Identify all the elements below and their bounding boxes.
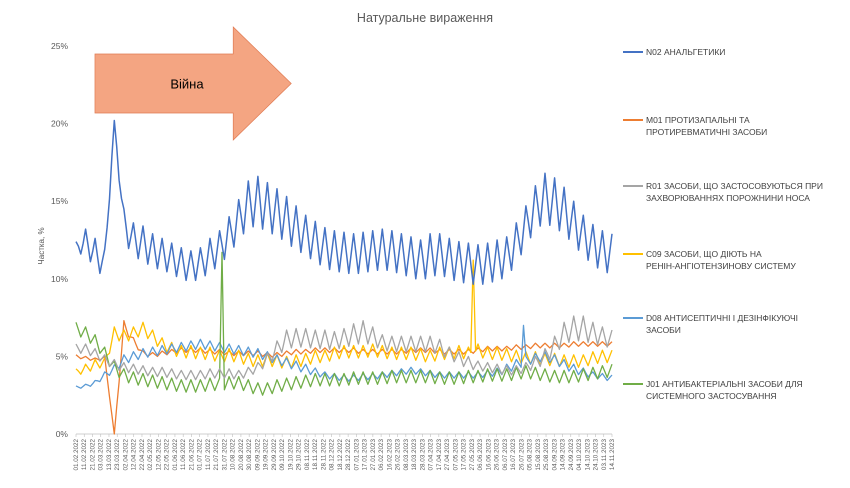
x-tick-label: 11.07.2022 [205, 439, 212, 471]
legend-label: ЗАСОБИ [646, 325, 681, 335]
x-tick-label: 12.04.2022 [131, 439, 138, 471]
x-tick-label: 18.03.2023 [411, 439, 418, 471]
x-tick-label: 30.08.2022 [246, 439, 253, 471]
series-line [75, 259, 613, 375]
x-tick-label: 27.01.2023 [370, 439, 377, 471]
legend-label: ПРОТИРЕВМАТИЧНІ ЗАСОБИ [646, 127, 767, 137]
series-lines [75, 119, 613, 435]
x-tick-label: 17.04.2023 [436, 439, 443, 471]
x-tick-label: 08.12.2022 [329, 439, 336, 471]
x-tick-label: 08.03.2023 [403, 439, 410, 471]
x-tick-label: 17.05.2023 [461, 439, 468, 471]
x-tick-label: 05.08.2023 [527, 439, 534, 471]
x-tick-label: 18.12.2022 [337, 439, 344, 471]
x-tick-label: 26.07.2023 [518, 439, 525, 471]
x-tick-label: 21.07.2022 [213, 439, 220, 471]
x-tick-label: 17.01.2023 [362, 439, 369, 471]
x-tick-label: 14.11.2023 [609, 439, 616, 471]
x-tick-label: 13.03.2022 [106, 439, 113, 471]
x-tick-label: 08.11.2022 [304, 439, 311, 471]
x-tick-label: 21.02.2022 [89, 439, 96, 471]
x-tick-label: 28.03.2023 [419, 439, 426, 471]
x-tick-label: 27.05.2023 [469, 439, 476, 471]
legend-label: C09 ЗАСОБИ, ЩО ДІЮТЬ НА [646, 249, 762, 259]
series-line [75, 251, 613, 396]
arrow-shape [94, 26, 292, 141]
x-tick-label: 14.10.2023 [584, 439, 591, 471]
x-tick-label: 20.08.2022 [238, 439, 245, 471]
x-tick-label: 19.09.2022 [263, 439, 270, 471]
x-tick-label: 01.06.2022 [172, 439, 179, 471]
y-axis-label: Частка, % [37, 227, 46, 264]
x-tick-label: 26.02.2023 [395, 439, 402, 471]
arrow-label: Війна [170, 77, 204, 92]
x-tick-label: 28.11.2022 [320, 439, 327, 471]
x-tick-label: 06.02.2023 [378, 439, 385, 471]
x-tick-label: 28.12.2022 [345, 439, 352, 471]
series-line [75, 315, 613, 381]
y-tick-label: 15% [51, 196, 68, 206]
x-tick-label: 11.02.2022 [81, 439, 88, 471]
series-line [75, 119, 613, 285]
y-tick-label: 5% [56, 351, 69, 361]
y-tick-label: 25% [51, 41, 68, 51]
x-tick-label: 06.07.2023 [502, 439, 509, 471]
x-tick-label: 06.06.2023 [477, 439, 484, 471]
x-tick-label: 04.09.2023 [551, 439, 558, 471]
x-tick-label: 03.03.2022 [98, 439, 105, 471]
legend-label: M01 ПРОТИЗАПАЛЬНІ ТА [646, 115, 750, 125]
legend-label: РЕНІН-АНГІОТЕНЗИНОВУ СИСТЕМУ [646, 261, 796, 271]
x-tick-label: 23.03.2022 [114, 439, 121, 471]
legend: N02 АНАЛЬГЕТИКИ M01 ПРОТИЗАПАЛЬНІ ТА ПРОТИ… [623, 47, 823, 401]
x-tick-label: 24.09.2023 [568, 439, 575, 471]
legend-label: R01 ЗАСОБИ, ЩО ЗАСТОСОВУЮТЬСЯ ПРИ [646, 181, 823, 191]
y-tick-label: 10% [51, 274, 68, 284]
y-tick-label: 20% [51, 119, 68, 129]
x-tick-label: 01.02.2022 [73, 439, 80, 471]
x-tick-label: 26.06.2023 [494, 439, 501, 471]
x-tick-label: 09.10.2022 [279, 439, 286, 471]
x-tick-label: 04.10.2023 [576, 439, 583, 471]
x-axis: 01.02.2022 11.02.2022 21.02.2022 03.03.2022… [73, 433, 616, 471]
x-tick-label: 16.06.2023 [485, 439, 492, 471]
legend-label: D08 АНТИСЕПТИЧНІ І ДЕЗІНФІКУЮЧІ [646, 313, 798, 323]
x-tick-label: 10.08.2022 [230, 439, 237, 471]
x-tick-label: 01.07.2022 [197, 439, 204, 471]
x-tick-label: 31.07.2022 [221, 439, 228, 471]
x-tick-label: 29.09.2022 [271, 439, 278, 471]
x-tick-label: 02.04.2022 [122, 439, 129, 471]
x-tick-label: 22.04.2022 [139, 439, 146, 471]
chart-title: Натуральне вираження [357, 11, 493, 25]
x-tick-label: 22.05.2022 [164, 439, 171, 471]
x-tick-label: 09.09.2022 [254, 439, 261, 471]
x-tick-label: 12.05.2022 [155, 439, 162, 471]
x-tick-label: 18.11.2022 [312, 439, 319, 471]
x-tick-label: 15.08.2023 [535, 439, 542, 471]
x-tick-label: 07.05.2023 [452, 439, 459, 471]
x-tick-label: 11.06.2022 [180, 439, 187, 471]
x-tick-label: 16.02.2023 [386, 439, 393, 471]
x-tick-label: 27.04.2023 [444, 439, 451, 471]
x-tick-label: 16.07.2023 [510, 439, 517, 471]
x-tick-label: 14.09.2023 [560, 439, 567, 471]
x-tick-label: 07.01.2023 [353, 439, 360, 471]
war-arrow-annotation: Війна [94, 26, 292, 141]
legend-label: J01 АНТИБАКТЕРІАЛЬНІ ЗАСОБИ ДЛЯ [646, 379, 803, 389]
x-tick-label: 29.10.2022 [296, 439, 303, 471]
x-tick-label: 19.10.2022 [287, 439, 294, 471]
x-tick-label: 03.11.2023 [601, 439, 608, 471]
legend-label: ЗАХВОРЮВАННЯХ ПОРОЖНИНИ НОСА [646, 193, 810, 203]
legend-label: N02 АНАЛЬГЕТИКИ [646, 47, 725, 57]
x-tick-label: 21.06.2022 [188, 439, 195, 471]
legend-label: СИСТЕМНОГО ЗАСТОСУВАННЯ [646, 391, 777, 401]
x-tick-label: 02.05.2022 [147, 439, 154, 471]
x-tick-label: 24.10.2023 [593, 439, 600, 471]
y-tick-label: 0% [56, 429, 69, 439]
series-line [75, 324, 613, 389]
x-tick-label: 07.04.2023 [428, 439, 435, 471]
y-axis-ticks: 0% 5% 10% 15% 20% 25% [51, 41, 68, 439]
x-tick-label: 25.08.2023 [543, 439, 550, 471]
